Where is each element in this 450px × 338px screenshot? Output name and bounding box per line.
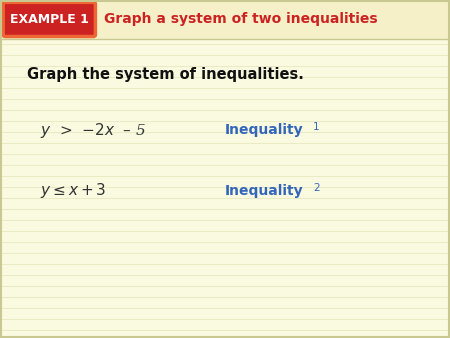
Text: $y$  >  $-2x$  – 5: $y$ > $-2x$ – 5	[40, 121, 147, 140]
Text: Inequality: Inequality	[225, 123, 304, 137]
Text: Inequality: Inequality	[225, 184, 304, 198]
Text: EXAMPLE 1: EXAMPLE 1	[10, 13, 89, 26]
Text: 1: 1	[313, 122, 320, 132]
Text: 2: 2	[313, 183, 320, 193]
Bar	[0, 0, 450, 39]
Text: Graph the system of inequalities.: Graph the system of inequalities.	[27, 67, 304, 82]
FancyBboxPatch shape	[3, 2, 95, 37]
Text: $y \leq x + 3$: $y \leq x + 3$	[40, 182, 107, 200]
Text: Graph a system of two inequalities: Graph a system of two inequalities	[104, 13, 377, 26]
